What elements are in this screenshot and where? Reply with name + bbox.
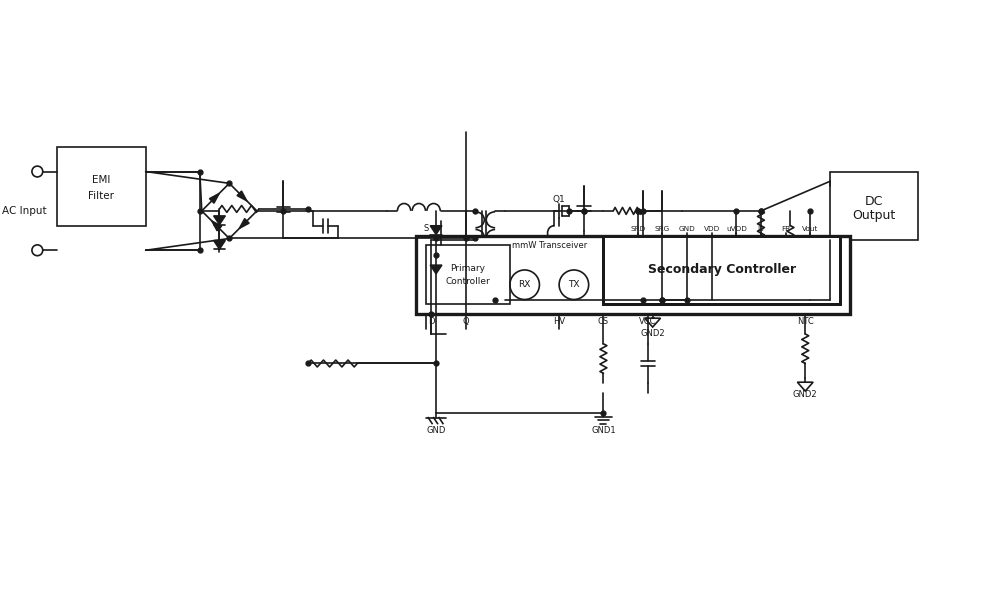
Text: TX: TX xyxy=(568,280,580,289)
Polygon shape xyxy=(237,191,247,201)
Text: Primary: Primary xyxy=(451,265,486,274)
Text: DC: DC xyxy=(865,195,883,207)
Polygon shape xyxy=(430,226,442,235)
Text: GND: GND xyxy=(679,226,695,232)
Text: GND2: GND2 xyxy=(640,329,665,338)
Bar xyxy=(416,235,850,314)
Text: FB: FB xyxy=(781,226,790,232)
Text: D: D xyxy=(428,317,434,326)
Polygon shape xyxy=(214,216,225,225)
Text: VCC: VCC xyxy=(639,317,656,326)
Text: Secondary Controller: Secondary Controller xyxy=(648,264,796,277)
Text: VDD: VDD xyxy=(704,226,720,232)
Polygon shape xyxy=(212,221,222,231)
Text: Q1: Q1 xyxy=(553,195,565,204)
Text: SRD: SRD xyxy=(630,226,646,232)
Text: IS: IS xyxy=(758,226,764,232)
Text: Q: Q xyxy=(462,317,469,326)
Text: mmW Transceiver: mmW Transceiver xyxy=(512,241,587,250)
Text: GND2: GND2 xyxy=(793,391,818,400)
Bar xyxy=(426,246,510,304)
Bar xyxy=(603,235,840,304)
Text: HV: HV xyxy=(553,317,565,326)
Text: SRG: SRG xyxy=(655,226,670,232)
Polygon shape xyxy=(209,193,219,203)
Text: RX: RX xyxy=(518,280,531,289)
Polygon shape xyxy=(214,240,225,249)
Text: GND: GND xyxy=(426,426,446,435)
Text: uVDD: uVDD xyxy=(726,226,747,232)
Bar xyxy=(57,147,146,226)
Text: Output: Output xyxy=(853,209,896,222)
Polygon shape xyxy=(430,265,442,274)
Text: Controller: Controller xyxy=(446,277,490,286)
Text: S: S xyxy=(424,224,429,233)
Text: EMI: EMI xyxy=(92,175,111,185)
Polygon shape xyxy=(239,219,249,228)
Text: AC Input: AC Input xyxy=(2,206,47,216)
Bar xyxy=(830,171,918,240)
Text: Vout: Vout xyxy=(802,226,818,232)
Text: NTC: NTC xyxy=(797,317,814,326)
Text: GND1: GND1 xyxy=(591,426,616,435)
Text: CS: CS xyxy=(598,317,609,326)
Text: Filter: Filter xyxy=(88,190,114,201)
